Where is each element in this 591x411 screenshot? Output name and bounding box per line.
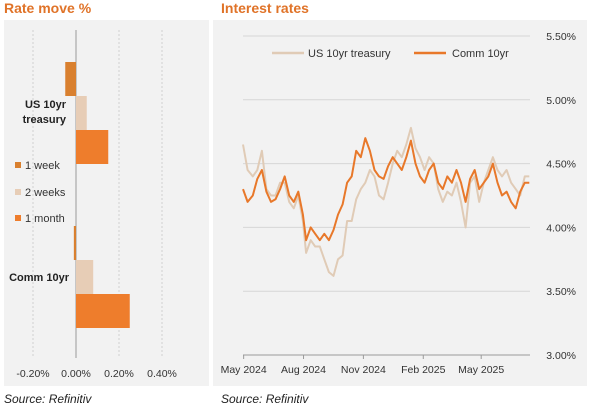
line-series-comm-10yr bbox=[242, 137, 530, 242]
rate-move-title: Rate move % bbox=[4, 0, 92, 16]
bar-2-weeks-0 bbox=[76, 96, 87, 130]
line-x-tick: Aug 2024 bbox=[281, 364, 326, 376]
bar-x-tick: 0.20% bbox=[104, 368, 134, 380]
bar-2-weeks-1 bbox=[76, 260, 94, 294]
bar-legend-label: 1 week bbox=[25, 160, 60, 172]
bar-x-tick: -0.20% bbox=[16, 368, 49, 380]
line-y-tick: 5.50% bbox=[546, 31, 576, 43]
line-y-tick: 3.50% bbox=[546, 286, 576, 298]
bar-1-week-0 bbox=[65, 62, 76, 96]
interest-rates-panel bbox=[213, 20, 587, 386]
interest-rates-source: Source: Refinitiv bbox=[221, 392, 309, 406]
line-y-tick: 3.00% bbox=[546, 350, 576, 362]
bar-category-label: Comm 10yr bbox=[9, 272, 70, 284]
line-y-tick: 5.00% bbox=[546, 95, 576, 107]
bar-x-tick: 0.40% bbox=[147, 368, 177, 380]
bar-1-month-0 bbox=[76, 130, 109, 164]
interest-rates-title: Interest rates bbox=[221, 0, 309, 16]
bar-1-week-1 bbox=[73, 226, 76, 260]
bar-legend-swatch bbox=[15, 215, 21, 221]
bar-legend-swatch bbox=[15, 162, 21, 168]
bar-x-tick: 0.00% bbox=[61, 368, 91, 380]
line-y-tick: 4.00% bbox=[546, 222, 576, 234]
bar-legend-label: 2 weeks bbox=[25, 187, 66, 199]
line-x-tick: Nov 2024 bbox=[341, 364, 386, 376]
line-legend-label: US 10yr treasury bbox=[308, 48, 391, 60]
line-y-tick: 4.50% bbox=[546, 159, 576, 171]
line-x-tick: May 2024 bbox=[221, 364, 267, 376]
line-x-tick: May 2025 bbox=[458, 364, 504, 376]
line-legend-label: Comm 10yr bbox=[452, 48, 509, 60]
rate-move-source: Source: Refinitiv bbox=[4, 392, 92, 406]
bar-category-label: US 10yr bbox=[25, 99, 67, 111]
bar-1-month-1 bbox=[76, 294, 130, 328]
bar-category-label: treasury bbox=[23, 114, 67, 126]
bar-legend-swatch bbox=[15, 189, 21, 195]
line-series-us-10yr-treasury bbox=[242, 126, 530, 277]
line-x-tick: Feb 2025 bbox=[401, 364, 446, 376]
bar-legend-label: 1 month bbox=[25, 213, 65, 225]
